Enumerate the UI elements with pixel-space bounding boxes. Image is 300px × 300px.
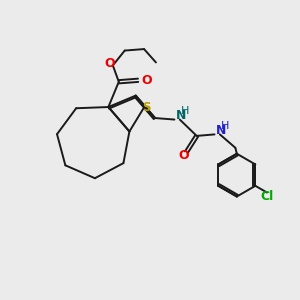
Text: O: O	[178, 149, 189, 162]
Text: N: N	[176, 110, 186, 122]
Text: N: N	[216, 124, 226, 137]
Text: H: H	[181, 106, 189, 116]
Text: H: H	[221, 121, 230, 131]
Text: S: S	[142, 101, 151, 114]
Text: O: O	[104, 57, 115, 70]
Text: O: O	[141, 74, 152, 87]
Text: Cl: Cl	[260, 190, 274, 202]
